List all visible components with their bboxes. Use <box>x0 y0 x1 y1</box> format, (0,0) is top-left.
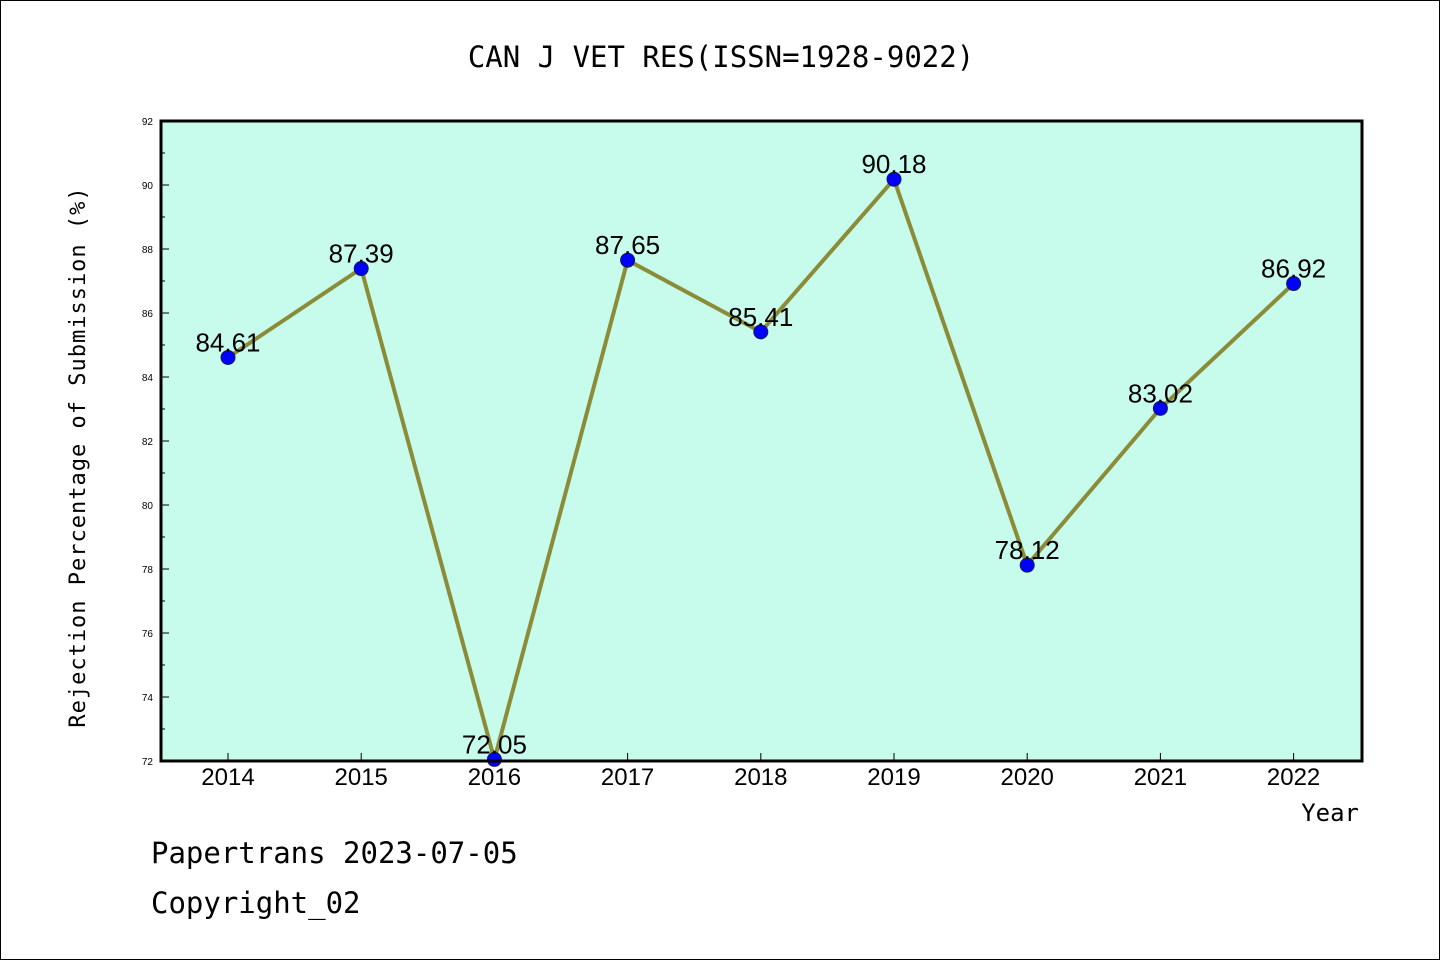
x-tick-label: 2016 <box>468 764 521 791</box>
data-point <box>220 349 236 365</box>
plot-border <box>159 119 1364 763</box>
x-tick-label: 2020 <box>1001 764 1054 791</box>
series-layer: 84.61 87.39 72.05 87.65 85.41 90.18 78.12 83.02… <box>195 149 1326 768</box>
x-tick-label: 2017 <box>601 764 654 791</box>
y-axis-label: Rejection Percentage of Submission (%) <box>66 186 91 727</box>
data-label: 87.39 <box>329 239 394 269</box>
x-tick-label: 2015 <box>335 764 388 791</box>
data-point <box>886 171 902 187</box>
x-tick-label: 2018 <box>734 764 787 791</box>
x-tick-label: 2021 <box>1134 764 1187 791</box>
y-tick-label: 90 <box>142 181 154 192</box>
x-tick-label: 2022 <box>1267 764 1320 791</box>
data-label: 86.92 <box>1261 254 1326 284</box>
data-label: 83.02 <box>1128 378 1193 408</box>
data-point <box>1019 557 1035 573</box>
y-tick-label: 84 <box>142 373 154 384</box>
plot-area <box>161 121 1362 761</box>
data-point <box>620 252 636 268</box>
data-label: 84.61 <box>195 327 260 357</box>
footer-papertrans: Papertrans 2023-07-05 <box>151 836 518 870</box>
data-point <box>1152 400 1168 416</box>
y-tick-label: 78 <box>142 565 154 576</box>
data-point <box>353 261 369 277</box>
y-tick-label: 80 <box>142 501 154 512</box>
x-tick-label: 2019 <box>867 764 920 791</box>
chart-title: CAN J VET RES(ISSN=1928-9022) <box>468 40 974 74</box>
y-tick-label: 76 <box>142 629 154 640</box>
x-tick-label: 2014 <box>201 764 254 791</box>
data-label: 90.18 <box>861 149 926 179</box>
y-tick-label: 92 <box>142 117 154 128</box>
data-point <box>486 751 502 767</box>
y-tick-label: 88 <box>142 245 154 256</box>
y-tick-label: 74 <box>142 693 154 704</box>
data-label: 78.12 <box>995 535 1060 565</box>
y-tick-label: 86 <box>142 309 154 320</box>
data-label: 72.05 <box>462 729 527 759</box>
data-point <box>753 324 769 340</box>
data-label: 85.41 <box>728 302 793 332</box>
data-label: 87.65 <box>595 230 660 260</box>
y-tick-label: 82 <box>142 437 154 448</box>
x-axis-label: Year <box>1301 799 1359 827</box>
x-axis: 2014 2015 2016 2017 2018 2019 2020 2021 2022 <box>201 753 1320 791</box>
y-tick-label: 72 <box>142 757 154 768</box>
footer-copyright: Copyright_02 <box>151 886 361 920</box>
data-point <box>1286 276 1302 292</box>
y-axis: 72 74 76 78 80 82 84 86 88 90 92 <box>142 117 169 768</box>
